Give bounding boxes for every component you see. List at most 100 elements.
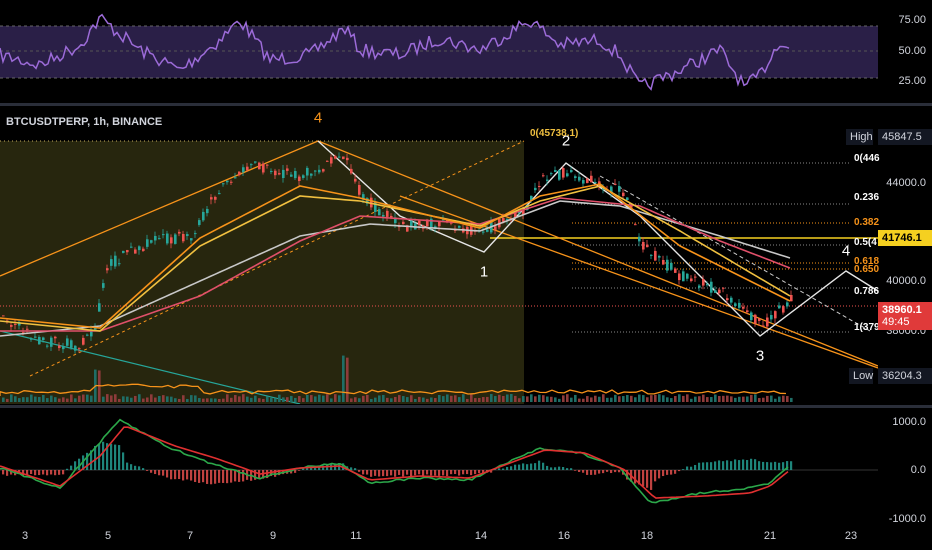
macd-histogram-bar — [506, 466, 509, 470]
candle-body — [330, 157, 333, 164]
pane-separator[interactable] — [0, 405, 932, 408]
candle-body — [198, 220, 201, 225]
volume-bar — [594, 395, 597, 402]
candle-body — [26, 328, 29, 330]
candle-body — [734, 303, 737, 306]
macd-histogram-bar — [398, 470, 401, 475]
candle-body — [250, 164, 253, 166]
candle-body — [18, 322, 21, 326]
macd-histogram-bar — [190, 470, 193, 481]
macd-histogram-bar — [718, 460, 721, 470]
volume-bar — [606, 397, 609, 402]
price-pane[interactable] — [0, 106, 878, 404]
low-value-tag: 36204.3 — [878, 368, 932, 384]
volume-bar — [38, 396, 41, 402]
rsi-pane[interactable] — [0, 0, 878, 102]
macd-histogram-bar — [226, 470, 229, 484]
macd-histogram-bar — [238, 470, 241, 482]
volume-bar — [722, 395, 725, 402]
candle-body — [698, 285, 701, 288]
candle-body — [538, 185, 541, 187]
candle-body — [334, 155, 337, 159]
macd-histogram-bar — [598, 470, 601, 474]
volume-bar — [174, 398, 177, 402]
candle-body — [706, 284, 709, 286]
macd-histogram-bar — [178, 470, 181, 480]
candle-body — [318, 169, 321, 173]
macd-pane[interactable] — [0, 408, 878, 524]
candle-body — [50, 337, 53, 347]
price-chart — [0, 140, 878, 404]
volume-bar — [654, 394, 657, 402]
candle-body — [618, 186, 621, 192]
signal-line — [0, 426, 789, 499]
candle-body — [542, 175, 545, 177]
macd-histogram-bar — [38, 470, 41, 476]
candle-body — [738, 302, 741, 308]
candle-body — [262, 163, 265, 173]
volume-bar — [422, 397, 425, 402]
volume-bar — [566, 394, 569, 402]
macd-histogram-bar — [702, 462, 705, 470]
price-axis[interactable]: 44000.0 40000.0 38000.0 — [878, 106, 932, 404]
macd-histogram-bar — [114, 444, 117, 470]
macd-histogram-bar — [558, 466, 561, 470]
ma-gray — [0, 200, 791, 337]
candle-body — [642, 241, 645, 250]
candle-body — [578, 176, 581, 181]
wave-label-2: 2 — [561, 132, 571, 150]
candle-body — [626, 197, 629, 201]
ma-orange — [0, 183, 791, 329]
volume-bar — [570, 397, 573, 402]
macd-histogram-bar — [646, 470, 649, 488]
macd-histogram-bar — [706, 462, 709, 470]
time-label: 14 — [474, 530, 488, 542]
volume-bar — [510, 394, 513, 402]
macd-histogram-bar — [754, 459, 757, 470]
candle-body — [370, 197, 373, 208]
rsi-axis[interactable]: 75.00 50.00 25.00 — [878, 0, 932, 102]
macd-histogram-bar — [394, 470, 397, 477]
pane-separator[interactable] — [0, 103, 932, 106]
candle-body — [674, 268, 677, 273]
volume-bar — [318, 394, 321, 402]
macd-histogram-bar — [526, 464, 529, 470]
macd-histogram-bar — [666, 470, 669, 475]
macd-axis[interactable]: 1000.0 0.0 -1000.0 — [878, 408, 932, 525]
candle-body — [654, 250, 657, 261]
volume-bar — [250, 397, 253, 402]
candle-body — [438, 221, 441, 227]
fib-label-0236: 0.236 — [854, 192, 880, 203]
volume-bar — [718, 395, 721, 402]
volume-bar — [162, 395, 165, 402]
macd-histogram-bar — [586, 470, 589, 475]
volume-bar — [446, 394, 449, 402]
candle-body — [426, 219, 429, 227]
macd-histogram-bar — [494, 469, 497, 470]
fib-label-05: 0.5(4 — [854, 237, 877, 248]
volume-bar — [42, 394, 45, 402]
macd-histogram-bar — [774, 461, 777, 470]
volume-bar — [458, 397, 461, 402]
macd-histogram-bar — [426, 470, 429, 475]
symbol-title[interactable]: BTCUSDTPERP, 1h, BINANCE — [6, 116, 163, 128]
macd-histogram-bar — [490, 470, 493, 473]
candle-body — [450, 222, 453, 224]
volume-bar — [626, 395, 629, 402]
candle-body — [74, 345, 77, 351]
macd-histogram-bar — [374, 470, 377, 476]
candle-body — [530, 195, 533, 201]
candle-body — [358, 185, 361, 195]
time-axis[interactable]: 3 5 7 9 11 14 16 18 21 23 — [0, 524, 878, 550]
candle-body — [390, 215, 393, 218]
candle-body — [118, 263, 121, 265]
macd-histogram-bar — [370, 470, 373, 477]
volume-bar — [634, 397, 637, 402]
volume-bar — [114, 394, 117, 402]
volume-bar — [582, 398, 585, 402]
macd-histogram-bar — [354, 468, 357, 470]
candle-body — [46, 345, 49, 347]
candle-body — [90, 329, 93, 337]
macd-histogram-bar — [790, 461, 793, 470]
volume-bar — [506, 394, 509, 402]
